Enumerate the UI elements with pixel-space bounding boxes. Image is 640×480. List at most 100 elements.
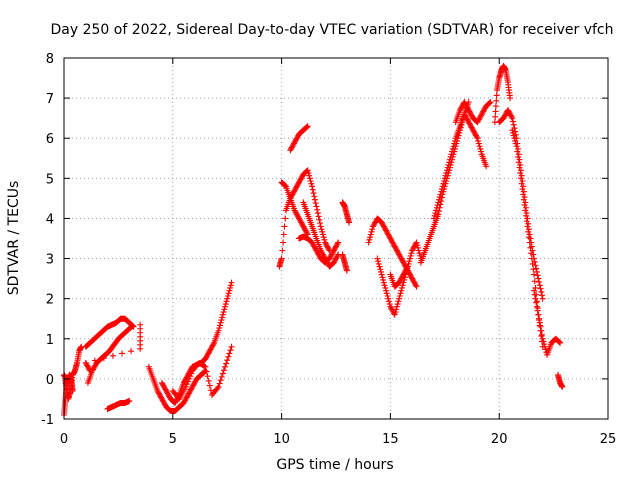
data-point: [223, 360, 230, 367]
data-point: [397, 290, 404, 297]
data-point: [533, 299, 540, 306]
data-point: [221, 306, 228, 313]
data-point: [475, 137, 482, 144]
data-point: [304, 167, 311, 174]
data-point: [531, 278, 538, 285]
data-point: [516, 164, 523, 171]
data-point: [414, 242, 421, 249]
data-point: [218, 373, 225, 380]
data-point: [376, 263, 383, 270]
data-point: [540, 338, 547, 345]
data-point: [525, 234, 532, 241]
y-tick-label: 1: [46, 333, 54, 348]
data-point: [519, 186, 526, 193]
data-point: [321, 236, 328, 243]
data-point: [451, 137, 458, 144]
data-point: [375, 258, 382, 265]
series-arc-6d: [531, 287, 564, 358]
data-point: [522, 207, 529, 214]
data-point: [219, 311, 226, 318]
y-tick-label: 4: [46, 212, 54, 227]
data-point: [365, 239, 372, 246]
data-point: [436, 194, 443, 201]
chart-title: Day 250 of 2022, Sidereal Day-to-day VTE…: [50, 22, 613, 38]
data-point: [224, 295, 231, 302]
data-point: [523, 210, 530, 217]
data-point: [412, 282, 419, 289]
data-point: [528, 255, 535, 262]
data-point: [220, 309, 227, 316]
data-point: [226, 350, 233, 357]
series-arc-6e: [554, 371, 566, 390]
data-point: [534, 307, 541, 314]
data-point: [204, 373, 211, 380]
series-arc-5b: [430, 111, 490, 222]
data-point: [325, 246, 332, 253]
data-point: [314, 206, 321, 213]
data-point: [407, 252, 414, 259]
data-point: [379, 274, 386, 281]
data-point: [404, 264, 411, 271]
data-point: [312, 200, 319, 207]
data-point: [369, 226, 376, 233]
data-point: [205, 377, 212, 384]
data-point: [556, 339, 563, 346]
data-point: [367, 234, 374, 241]
data-point: [533, 265, 540, 272]
series-arc-2a: [145, 363, 209, 414]
data-point: [280, 231, 287, 238]
data-point: [227, 284, 234, 291]
data-point: [541, 341, 548, 348]
data-point: [535, 275, 542, 282]
data-point: [278, 255, 285, 262]
data-point: [445, 161, 452, 168]
data-point: [316, 216, 323, 223]
data-point: [477, 145, 484, 152]
data-point: [215, 383, 222, 390]
data-point: [216, 325, 223, 332]
data-point: [509, 115, 516, 122]
data-point: [539, 335, 546, 342]
data-point: [538, 327, 545, 334]
data-point: [91, 357, 98, 364]
y-tick-label: -1: [41, 413, 54, 428]
data-point: [492, 103, 499, 110]
data-point: [474, 135, 481, 142]
data-point: [487, 99, 494, 106]
data-point: [433, 204, 440, 211]
data-point: [218, 317, 225, 324]
x-tick-label: 25: [600, 432, 617, 447]
data-point: [304, 123, 311, 130]
data-point: [542, 346, 549, 353]
data-point: [539, 295, 546, 302]
data-point: [446, 159, 453, 166]
data-point: [434, 202, 441, 209]
data-point: [441, 175, 448, 182]
data-point: [303, 230, 310, 237]
data-point: [227, 347, 234, 354]
series-arc-2c: [169, 343, 235, 402]
data-point: [319, 231, 326, 238]
data-point: [513, 143, 520, 150]
data-point: [475, 140, 482, 147]
data-point: [404, 263, 411, 270]
data-point: [377, 268, 384, 275]
data-point: [406, 255, 413, 262]
data-point: [524, 215, 531, 222]
data-point: [537, 323, 544, 330]
data-point: [536, 282, 543, 289]
data-point: [128, 348, 135, 355]
data-point: [374, 255, 381, 262]
data-point: [441, 178, 448, 185]
data-point: [415, 247, 422, 254]
data-point: [512, 137, 519, 144]
data-point: [109, 352, 116, 359]
y-axis-label: SDTVAR / TECUs: [6, 181, 22, 296]
data-point: [311, 196, 318, 203]
data-point: [510, 121, 517, 128]
x-tick-label: 15: [382, 432, 399, 447]
data-point: [438, 186, 445, 193]
data-point: [449, 148, 456, 155]
data-point: [486, 99, 493, 106]
data-point: [222, 363, 229, 370]
